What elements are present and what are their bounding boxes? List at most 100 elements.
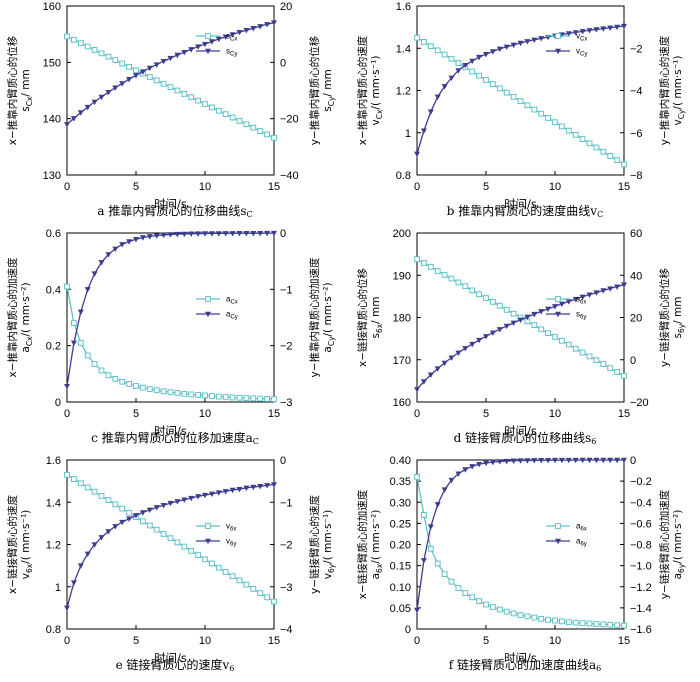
y-right-tick-label: 20 <box>630 313 642 325</box>
legend-subscript: 6x <box>580 300 586 306</box>
y-right-tick-label: −2 <box>630 43 643 55</box>
data-point-vCx <box>427 43 434 50</box>
data-point-vCy <box>531 37 538 43</box>
y-left-tick-label: 1.6 <box>396 1 411 13</box>
legend-marker <box>555 311 561 318</box>
y-left-tick-label: 0.05 <box>390 603 411 615</box>
data-point-s6y <box>545 306 552 313</box>
data-point-sCy <box>264 22 271 28</box>
data-point-a6x <box>614 622 621 629</box>
data-point-v6y <box>119 519 126 526</box>
caption-c: c 推靠内臂质心的位移加速度aC <box>0 429 350 446</box>
x-tick-label: 15 <box>618 635 630 647</box>
data-point-vCx <box>524 102 531 109</box>
data-point-sCy <box>91 99 98 105</box>
data-point-s6x <box>510 310 517 317</box>
data-point-aCx <box>77 339 84 346</box>
data-point-v6x <box>64 471 70 478</box>
data-point-a6y <box>517 458 524 464</box>
ylabel-main: y−推靠内臂质心的位移 <box>308 35 321 145</box>
data-point-aCy <box>84 287 91 293</box>
legend-symbol: a <box>576 537 581 546</box>
data-point-sCy <box>126 77 133 83</box>
data-point-a6x <box>600 621 607 628</box>
data-point-aCy <box>222 231 229 237</box>
legend-marker <box>205 538 211 545</box>
data-point-s6y <box>483 334 489 340</box>
legend-subscript: 6y <box>230 542 236 548</box>
data-point-a6y <box>441 487 448 493</box>
data-point-vCy <box>503 44 510 50</box>
y-right-tick-label: −1.6 <box>630 624 652 636</box>
data-point-aCx <box>71 320 77 327</box>
legend-marker <box>555 48 561 55</box>
data-point-a6x <box>476 598 482 605</box>
ylabel-subscript: Cx <box>375 109 384 119</box>
data-point-s6x <box>455 279 462 286</box>
ylabel-subscript: Cy <box>327 96 336 106</box>
caption-subscript: 6 <box>596 664 602 673</box>
data-point-s6y <box>524 314 531 321</box>
x-tick-label: 5 <box>133 635 139 647</box>
data-point-s6x <box>483 295 489 301</box>
data-point-v6x <box>153 526 160 533</box>
data-point-sCx <box>146 74 153 80</box>
data-point-aCy <box>250 230 257 237</box>
data-point-sCx <box>229 114 236 121</box>
data-point-s6x <box>490 298 496 305</box>
legend-label: s6y <box>576 310 586 321</box>
data-point-aCy <box>98 260 105 266</box>
data-point-a6x <box>496 606 503 613</box>
y-left-axis-label: x−链接臂质心的位移s6x/ mm <box>356 267 384 367</box>
data-point-sCy <box>84 104 91 111</box>
data-point-v6y <box>271 482 277 488</box>
data-point-aCx <box>202 392 208 399</box>
data-point-sCx <box>64 33 70 40</box>
data-point-a6x <box>414 474 420 480</box>
legend-marker <box>555 538 561 545</box>
data-point-a6x <box>448 578 455 585</box>
plot-frame <box>66 5 275 176</box>
data-point-v6x <box>174 539 181 546</box>
chart-f: 0 5 10 15 0 0.05 0.10 0.15 0.20 0.25 0.30 0.35 0.40 −… <box>356 455 686 665</box>
data-point-vCy <box>455 68 462 74</box>
data-point-aCy <box>236 231 243 237</box>
x-tick-label: 10 <box>199 408 211 420</box>
data-point-s6y <box>489 330 496 336</box>
data-point-v6y <box>84 551 91 557</box>
ylabel-unit: / mm <box>370 296 382 323</box>
data-point-vCy <box>593 27 600 33</box>
data-point-vCx <box>614 157 621 164</box>
data-point-sCx <box>236 118 243 124</box>
ylabel-symbol: s <box>370 333 382 338</box>
data-point-v6y <box>257 483 264 490</box>
ylabel-subscript: 6y <box>677 563 686 573</box>
data-point-v6y <box>167 500 174 507</box>
data-point-sCx <box>167 84 174 91</box>
ylabel-subscript: Cx <box>25 96 34 106</box>
x-tick-label: 0 <box>414 635 420 647</box>
data-point-v6y <box>153 505 160 511</box>
data-point-s6y <box>531 311 538 318</box>
data-point-s6x <box>572 345 579 352</box>
x-axis-label: 时间/s <box>504 424 537 438</box>
data-point-aCx <box>174 390 181 396</box>
data-point-v6y <box>202 492 208 499</box>
y-right-tick-label: 40 <box>630 270 642 282</box>
data-point-s6x <box>434 268 441 274</box>
data-point-s6y <box>462 346 469 352</box>
data-point-s6x <box>545 330 551 337</box>
data-point-aCy <box>257 230 264 237</box>
data-point-v6y <box>215 490 222 496</box>
data-point-s6y <box>614 284 621 290</box>
data-point-sCx <box>91 47 98 53</box>
panel-e: 0 5 10 15 0.8 1 1.2 1.4 1.6 −4 −3 −2 −1 0 时间/s x−链接臂质心的… <box>0 454 350 681</box>
data-point-vCx <box>490 81 496 88</box>
data-point-v6x <box>215 564 222 571</box>
data-point-s6y <box>510 320 517 326</box>
data-point-vCx <box>448 55 455 62</box>
data-point-vCx <box>434 47 441 54</box>
y-right-axis-label: y−链接臂质心的位移s6y/ mm <box>658 267 686 367</box>
data-point-sCy <box>146 65 153 72</box>
